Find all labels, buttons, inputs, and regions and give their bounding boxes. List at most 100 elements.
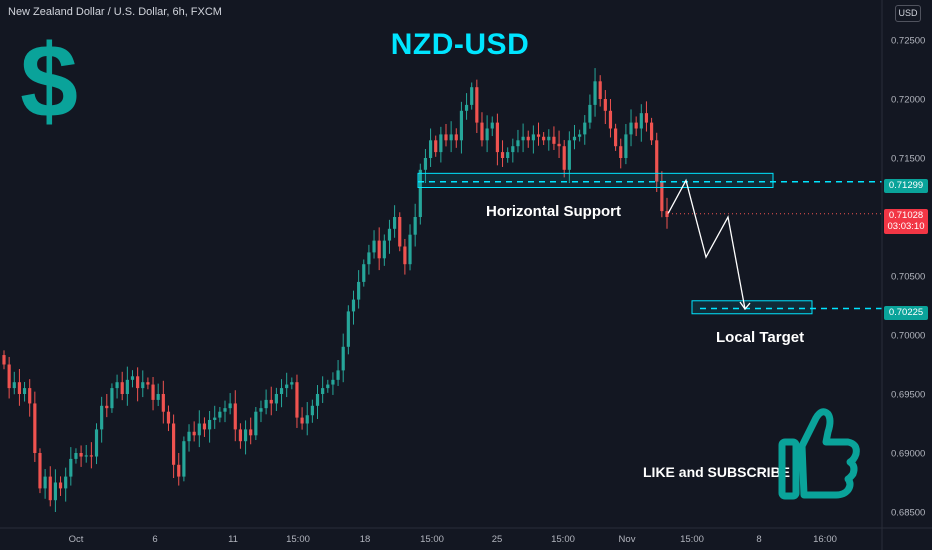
- projection-path: [667, 178, 746, 310]
- candle-body: [146, 382, 150, 385]
- candle: [290, 377, 294, 390]
- candle-body: [387, 228, 392, 241]
- candle-body: [578, 134, 582, 137]
- candle: [69, 447, 73, 486]
- candle-body: [79, 453, 83, 457]
- candle-body: [295, 382, 299, 418]
- candle-body: [362, 264, 366, 282]
- candle: [588, 94, 592, 129]
- candle: [639, 104, 643, 142]
- candle: [660, 171, 664, 218]
- candle-body: [660, 181, 664, 212]
- candle: [218, 406, 222, 423]
- candle: [310, 399, 314, 423]
- candle-body: [516, 140, 520, 147]
- candle-body: [53, 482, 57, 501]
- candle-body: [341, 346, 345, 371]
- candle-body: [110, 388, 114, 409]
- candle: [403, 238, 407, 275]
- candle: [341, 333, 345, 383]
- candle: [295, 374, 299, 428]
- candle: [470, 82, 474, 110]
- candle-body: [655, 140, 659, 182]
- candle: [516, 129, 520, 153]
- candle: [238, 423, 243, 449]
- candle-body: [439, 134, 443, 153]
- candle-body: [423, 158, 428, 170]
- candle: [74, 448, 78, 464]
- candle-body: [202, 423, 207, 430]
- candle: [48, 466, 52, 507]
- candle: [583, 115, 587, 145]
- candle-body: [69, 458, 73, 477]
- candle-body: [598, 81, 602, 99]
- currency-button[interactable]: USD: [895, 5, 921, 22]
- current-price-tag: 0.71028 03:03:10: [884, 209, 928, 234]
- projection-arrowhead: [739, 301, 751, 311]
- candle-body: [7, 364, 11, 389]
- candle-body: [572, 136, 577, 141]
- candle: [326, 379, 330, 393]
- candle-body: [464, 104, 469, 111]
- candle-body: [259, 408, 263, 412]
- candle: [187, 424, 191, 452]
- y-tick-label: 0.72500: [891, 36, 925, 47]
- candle-body: [105, 405, 109, 409]
- candle-body: [542, 136, 546, 141]
- candle-body: [449, 134, 453, 141]
- candle-body: [367, 252, 371, 265]
- candle: [254, 406, 258, 441]
- x-tick-label: 15:00: [680, 534, 704, 545]
- candle: [192, 421, 196, 442]
- candle: [2, 350, 6, 370]
- like-subscribe-text: LIKE and SUBSCRIBE: [643, 464, 791, 480]
- candle-body: [279, 388, 284, 394]
- candle: [665, 197, 669, 229]
- candle: [43, 469, 47, 499]
- candle-body: [649, 122, 654, 141]
- candle: [279, 379, 284, 408]
- candle: [79, 445, 83, 467]
- candle-body: [470, 87, 474, 105]
- candle: [418, 163, 422, 225]
- candle: [243, 420, 248, 455]
- candle-body: [521, 136, 525, 141]
- candle-body: [285, 384, 289, 389]
- candle-body: [321, 388, 325, 394]
- candle: [249, 417, 253, 445]
- candle-body: [485, 128, 489, 141]
- candle-body: [588, 104, 592, 123]
- x-tick-label: 15:00: [420, 534, 444, 545]
- candle-body: [64, 476, 68, 489]
- current-price-value: 0.71028: [888, 210, 924, 221]
- candle-body: [336, 370, 340, 380]
- candle: [506, 147, 510, 163]
- candle: [382, 234, 386, 266]
- candle-body: [151, 384, 155, 400]
- candle: [64, 467, 68, 502]
- candle-body: [290, 382, 294, 385]
- x-tick-label: 8: [756, 534, 761, 545]
- candle: [439, 126, 443, 163]
- candle-body: [74, 453, 78, 459]
- candle-body: [531, 134, 535, 141]
- candle: [619, 138, 623, 169]
- x-tick-label: Nov: [619, 534, 636, 545]
- candle: [629, 109, 633, 147]
- candle-body: [166, 411, 171, 424]
- candle: [393, 205, 397, 238]
- candle: [264, 389, 268, 415]
- candle-body: [593, 81, 597, 105]
- candle-body: [418, 169, 422, 217]
- candle: [125, 366, 129, 406]
- x-tick-label: 18: [360, 534, 371, 545]
- candle-body: [357, 281, 361, 300]
- support-price-tag: 0.71299: [884, 179, 928, 193]
- candle-body: [624, 134, 628, 158]
- support-zone: [417, 172, 774, 188]
- candle-body: [125, 379, 129, 394]
- candle-body: [48, 476, 52, 501]
- candle: [500, 140, 505, 167]
- candle-body: [511, 146, 515, 153]
